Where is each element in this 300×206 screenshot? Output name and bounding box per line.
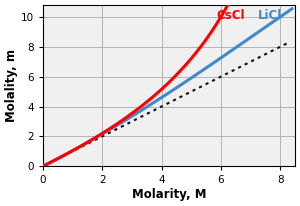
Y-axis label: Molality, m: Molality, m [5, 49, 18, 122]
Text: LiCl: LiCl [258, 9, 282, 22]
Text: CsCl: CsCl [217, 9, 245, 22]
X-axis label: Molarity, M: Molarity, M [132, 188, 206, 201]
